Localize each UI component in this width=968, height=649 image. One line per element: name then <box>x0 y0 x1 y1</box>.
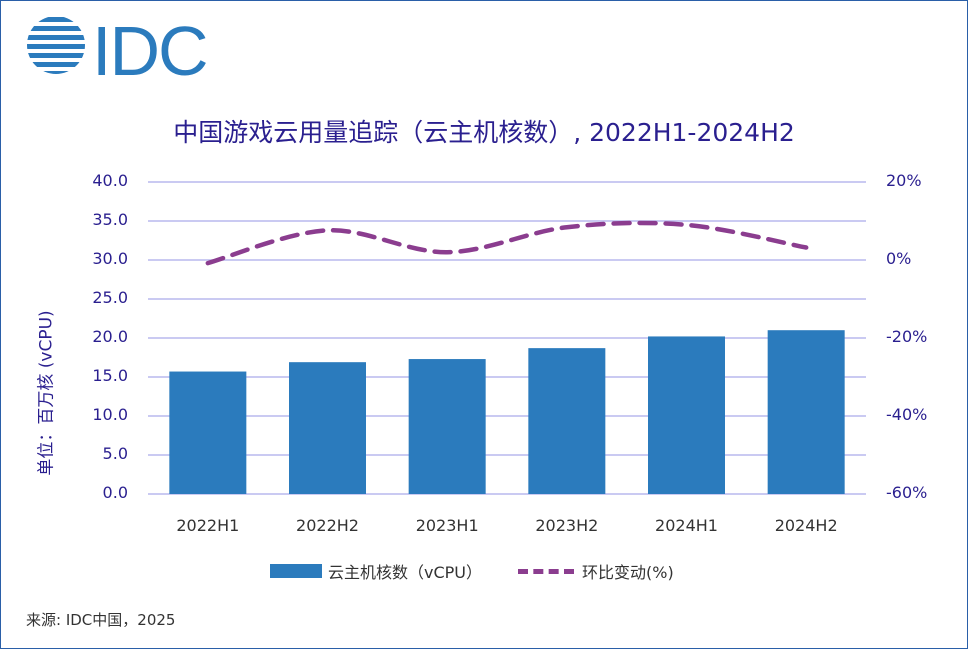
legend-bar-label: 云主机核数（vCPU） <box>328 563 483 582</box>
y-tick-label: 15.0 <box>92 366 128 385</box>
y-tick-label: 25.0 <box>92 288 128 307</box>
svg-text:IDC: IDC <box>92 14 207 80</box>
y-tick-label: 5.0 <box>102 444 128 463</box>
y-tick-label: 10.0 <box>92 405 128 424</box>
legend-line-swatch <box>518 568 575 574</box>
y2-tick-label: -20% <box>886 327 928 346</box>
chart-title: 中国游戏云用量追踪（云主机核数）, 2022H1-2024H2 <box>173 118 795 147</box>
y2-tick-label: 20% <box>886 171 922 190</box>
y-tick-label: 35.0 <box>92 210 128 229</box>
legend-bar-swatch <box>270 564 322 578</box>
y-tick-label: 0.0 <box>102 483 128 502</box>
x-tick-label: 2024H2 <box>774 516 838 535</box>
y-tick-label: 30.0 <box>92 249 128 268</box>
legend: 云主机核数（vCPU） 环比变动(%) <box>270 560 674 582</box>
x-tick-label: 2022H2 <box>296 516 359 535</box>
change-rate-line <box>205 220 809 266</box>
bar <box>528 348 606 494</box>
bar <box>767 330 845 494</box>
y2-tick-label: 0% <box>886 249 912 268</box>
bar <box>169 371 247 494</box>
y-tick-label: 40.0 <box>92 171 128 190</box>
legend-line-label: 环比变动(%) <box>582 563 674 582</box>
source-note: 来源: IDC中国，2025 <box>26 611 176 629</box>
bar <box>289 362 366 494</box>
x-tick-label: 2023H2 <box>535 516 599 535</box>
y-axis-label: 单位：百万核 (vCPU) <box>36 310 57 476</box>
x-tick-label: 2024H1 <box>655 516 718 535</box>
y-tick-label: 20.0 <box>92 327 128 346</box>
y2-tick-label: -40% <box>886 405 928 424</box>
idc-logo: IDC <box>26 12 226 90</box>
x-tick-label: 2023H1 <box>415 516 479 535</box>
bar <box>408 359 486 494</box>
y2-tick-label: -60% <box>886 483 928 502</box>
x-tick-label: 2022H1 <box>176 516 240 535</box>
bar <box>648 336 725 494</box>
